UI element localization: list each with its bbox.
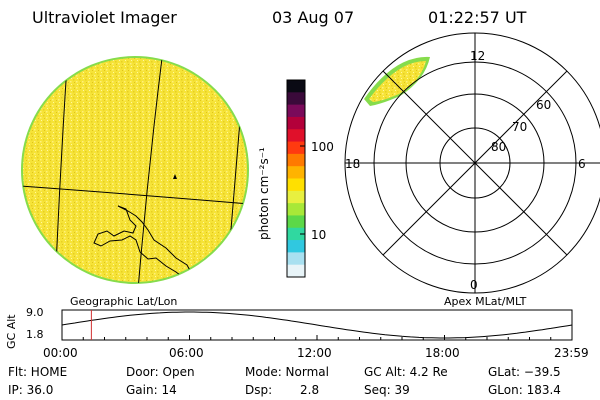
colorbar-stripe bbox=[287, 104, 305, 118]
magnetic-polar-plot bbox=[344, 32, 600, 294]
colorbar-stripe bbox=[287, 240, 305, 253]
colorbar-stripe bbox=[287, 92, 305, 106]
colorbar-stripe bbox=[287, 203, 305, 216]
status-gain: Gain: 14 bbox=[126, 383, 177, 397]
status-mode: Mode: Normal bbox=[245, 365, 329, 379]
colorbar-stripe bbox=[287, 264, 305, 278]
magnetic-caption: Apex MLat/MLT bbox=[444, 295, 527, 308]
colorbar-unit-label: photon cm⁻²s⁻¹ bbox=[257, 147, 271, 240]
mlt-label-18: 18 bbox=[345, 157, 361, 171]
status-flt: Flt: HOME bbox=[8, 365, 68, 379]
lat-label-70: 70 bbox=[512, 120, 528, 134]
polar-grid bbox=[345, 33, 600, 293]
instrument-title: Ultraviolet Imager bbox=[32, 8, 177, 27]
subsatellite-marker bbox=[173, 174, 177, 179]
colorbar-stripe bbox=[287, 252, 305, 266]
status-glat: GLat: −39.5 bbox=[488, 365, 561, 379]
colorbar bbox=[286, 79, 306, 278]
lat-label-60: 60 bbox=[536, 98, 552, 112]
altitude-curve bbox=[61, 311, 573, 339]
status-seq: Seq: 39 bbox=[364, 383, 410, 397]
colorbar-stripe bbox=[287, 190, 305, 204]
coastline bbox=[93, 205, 194, 279]
status-glon: GLon: 183.4 bbox=[488, 383, 561, 397]
colorbar-stripe bbox=[287, 153, 305, 167]
status-gc-alt: GC Alt: 4.2 Re bbox=[364, 365, 448, 379]
lat-label-80: 80 bbox=[491, 140, 507, 154]
geographic-caption: Geographic Lat/Lon bbox=[70, 295, 178, 308]
mlt-label-0: 0 bbox=[470, 278, 478, 292]
polar-auroral-patch bbox=[364, 56, 430, 106]
mlt-label-12: 12 bbox=[470, 49, 486, 63]
date-label: 03 Aug 07 bbox=[272, 8, 355, 27]
auroral-image bbox=[23, 58, 247, 282]
x-tick-label-0000: 00:00 bbox=[43, 346, 78, 360]
status-dsp-label: Dsp: bbox=[245, 383, 273, 397]
mlt-label-6: 6 bbox=[578, 157, 586, 171]
altitude-strip-plot bbox=[61, 309, 573, 341]
colorbar-label-10: 10 bbox=[311, 228, 327, 242]
status-ip: IP: 36.0 bbox=[8, 383, 54, 397]
altitude-y-top: 9.0 bbox=[26, 306, 44, 319]
x-tick-label-0600: 06:00 bbox=[169, 346, 204, 360]
x-tick-label-1200: 12:00 bbox=[297, 346, 332, 360]
colorbar-label-100: 100 bbox=[311, 140, 334, 154]
geographic-map bbox=[21, 56, 249, 284]
time-label: 01:22:57 UT bbox=[428, 8, 527, 27]
colorbar-stripe bbox=[287, 215, 305, 229]
colorbar-stripe bbox=[287, 129, 305, 143]
altitude-y-bottom: 1.8 bbox=[26, 328, 44, 341]
colorbar-stripe bbox=[287, 141, 305, 155]
x-tick-label-1800: 18:00 bbox=[425, 346, 460, 360]
colorbar-stripe bbox=[287, 116, 305, 130]
colorbar-stripe bbox=[287, 227, 305, 241]
colorbar-stripe bbox=[287, 178, 305, 192]
status-dsp-value: 2.8 bbox=[300, 383, 320, 397]
altitude-axis-label: GC Alt bbox=[5, 314, 18, 349]
status-door: Door: Open bbox=[126, 365, 195, 379]
colorbar-stripe bbox=[287, 166, 305, 179]
colorbar-stripe bbox=[287, 80, 305, 93]
x-tick-label-2359: 23:59 bbox=[554, 346, 589, 360]
